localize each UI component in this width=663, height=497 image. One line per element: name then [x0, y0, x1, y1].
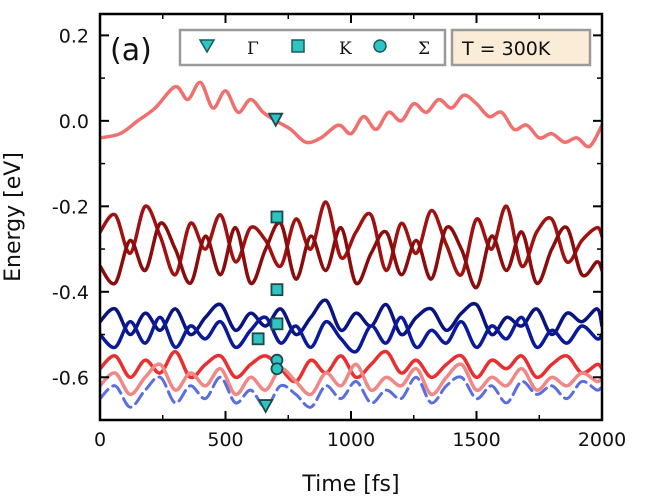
x-tick-label-2000: 2000: [578, 429, 626, 451]
legend-k-label: K: [339, 39, 352, 59]
x-tick-label-0: 0: [94, 429, 106, 451]
series-line-6: [100, 349, 602, 384]
marker-circle-7: [270, 362, 284, 376]
series-line-8: [100, 375, 602, 409]
y-tick-label-2: -0.2: [52, 196, 89, 218]
series-line-7: [100, 362, 602, 397]
axis-ticks: 0 500 1000 1500 2000 0.2 0.0 -0.2 -0.4 -0.6: [52, 14, 626, 451]
marker-square-4: [270, 317, 284, 331]
plot-frame: [98, 12, 604, 422]
marker-square-5: [251, 332, 265, 346]
y-tick-label-0: 0.2: [59, 25, 89, 47]
y-tick-label-4: -0.6: [52, 367, 89, 389]
x-tick-label-1500: 1500: [452, 429, 500, 451]
legend-gamma-label: Γ: [247, 39, 259, 59]
marker-triangle-down-1: [267, 112, 284, 128]
temperature-box: T = 300K: [450, 28, 592, 67]
marker-square-2: [270, 210, 284, 224]
x-axis-title: Time [fs]: [301, 472, 399, 497]
series-line-3: [100, 220, 602, 290]
temperature-box-frame: [450, 28, 592, 67]
y-tick-label-3: -0.4: [52, 282, 89, 304]
x-tick-label-1000: 1000: [327, 429, 375, 451]
x-tick-label-500: 500: [207, 429, 243, 451]
panel-label: (a): [110, 33, 152, 68]
marker-square-3: [270, 283, 284, 297]
plot-area: [100, 80, 602, 414]
series-line-2: [100, 200, 602, 277]
legend-sigma-label: Σ: [418, 39, 430, 59]
y-tick-label-1: 0.0: [59, 111, 89, 133]
series-line-1: [100, 80, 602, 149]
marker-triangle-down-8: [257, 399, 274, 414]
y-axis-title: Energy [eV]: [1, 152, 26, 282]
temperature-label: T = 300K: [461, 38, 551, 60]
legend-gamma-marker: [198, 39, 216, 54]
legend: Γ K Σ: [178, 28, 447, 67]
legend-k-marker: [291, 39, 305, 53]
legend-frame: [178, 28, 447, 67]
legend-sigma-marker: [373, 39, 387, 53]
series-line-5: [100, 315, 602, 354]
